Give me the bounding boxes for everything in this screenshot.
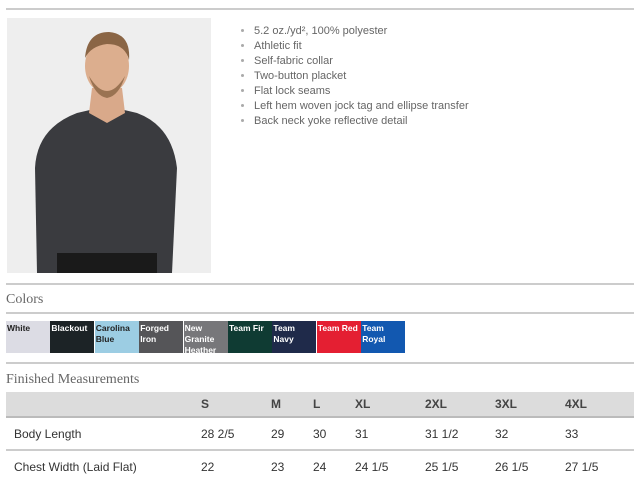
cell: 31 1/2 [424,417,494,451]
color-swatch[interactable]: White [6,321,50,353]
color-swatch[interactable]: New Granite Heather [183,321,228,355]
color-swatch[interactable]: Team Royal [361,321,406,353]
table-row: Chest Width (Laid Flat) 22 23 24 24 1/5 25 1… [6,450,634,482]
cell: 23 [271,459,285,474]
cell: 22 [201,459,215,474]
cell: 28 2/5 [200,417,270,451]
size-header: 4XL [564,392,634,418]
feature-item: Athletic fit [254,39,469,54]
color-swatch[interactable]: Carolina Blue [94,321,139,353]
color-swatch[interactable]: Team Navy [272,321,317,353]
divider [6,312,634,314]
cell: 29 [270,417,312,451]
size-header: XL [354,392,424,418]
row-label: Body Length [6,417,200,451]
size-header: S [200,392,270,418]
table-row: Body Length 28 2/5 29 30 31 31 1/2 32 33 [6,417,634,451]
measurements-heading: Finished Measurements [6,372,140,387]
feature-item: 5.2 oz./yd², 100% polyester [254,24,469,39]
table-header: S M L XL 2XL 3XL 4XL [6,392,634,418]
size-header: 3XL [494,392,564,418]
colors-heading: Colors [6,292,44,307]
color-swatch[interactable]: Team Red [316,321,361,353]
color-swatch[interactable]: Blackout [50,321,95,353]
cell: 25 1/5 [425,459,459,474]
feature-list: 5.2 oz./yd², 100% polyester Athletic fit… [240,24,469,129]
cell: 26 1/5 [495,459,529,474]
size-header: L [312,392,354,418]
cell: 33 [564,417,634,451]
row-label: Chest Width (Laid Flat) [14,459,137,474]
feature-item: Two-button placket [254,69,469,84]
divider [6,362,634,364]
feature-item: Flat lock seams [254,84,469,99]
color-swatch[interactable]: Forged Iron [139,321,184,353]
feature-item: Left hem woven jock tag and ellipse tran… [254,99,469,114]
product-image [7,18,211,273]
cell: 30 [312,417,354,451]
color-swatch[interactable]: Team Fir [228,321,272,353]
measurements-table: S M L XL 2XL 3XL 4XL Body Length 28 2/5 2… [6,392,634,482]
divider [6,8,634,10]
feature-item: Self-fabric collar [254,54,469,69]
cell: 24 1/5 [355,459,389,474]
cell: 27 1/5 [565,459,599,474]
divider [6,283,634,285]
size-header: 2XL [424,392,494,418]
feature-item: Back neck yoke reflective detail [254,114,469,129]
size-header: M [270,392,312,418]
cell: 24 [313,459,327,474]
cell: 31 [354,417,424,451]
cell: 32 [494,417,564,451]
